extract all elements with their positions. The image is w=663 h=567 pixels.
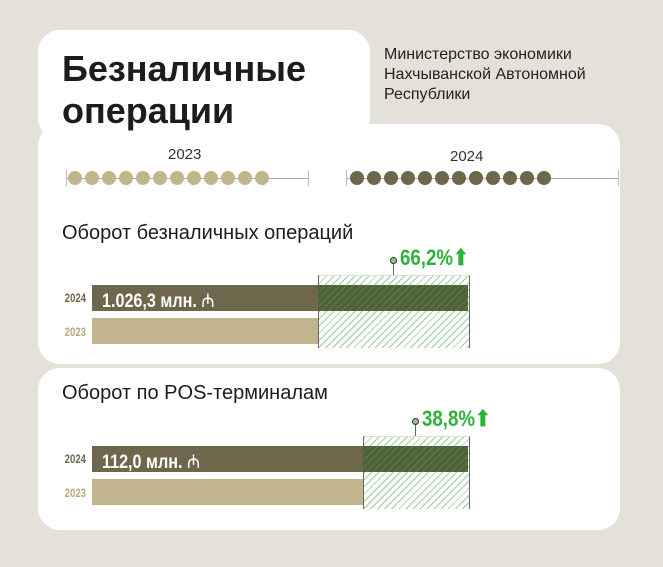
- bar-value-2024: 1.026,3 млн. ₼: [102, 287, 214, 313]
- value-label: 112,0 млн.: [102, 452, 183, 473]
- timeline-dot: [537, 171, 551, 185]
- timeline-tick: [618, 170, 619, 186]
- timeline-dot: [503, 171, 517, 185]
- growth-hatch-2024: [318, 285, 468, 311]
- timeline-dot: [350, 171, 364, 185]
- growth-hatch-2024: [362, 446, 468, 472]
- timeline-dot: [238, 171, 252, 185]
- timeline-dot: [435, 171, 449, 185]
- value-label: 1.026,3 млн.: [102, 291, 197, 312]
- growth-pin-line: [393, 263, 395, 275]
- ministry-line: Министерство экономики: [384, 46, 572, 63]
- growth-pin: [412, 418, 420, 425]
- timeline-dot: [418, 171, 432, 185]
- bar-value-2024: 112,0 млн. ₼: [102, 448, 200, 474]
- timeline-dot: [255, 171, 269, 185]
- timeline-dot: [204, 171, 218, 185]
- ministry-name: Министерство экономики Нахчыванской Авто…: [384, 45, 586, 105]
- page-title: Безналичные операции: [62, 48, 306, 132]
- year-label-2024: 2024: [64, 452, 86, 466]
- growth-percent: 66,2%⬆: [400, 245, 469, 271]
- growth-pin: [390, 257, 398, 264]
- chart-title: Оборот по POS-терминалам: [62, 382, 328, 404]
- timeline-dot: [469, 171, 483, 185]
- timeline-dot: [119, 171, 133, 185]
- timeline-dot: [367, 171, 381, 185]
- timeline-dot: [384, 171, 398, 185]
- timeline-dot: [102, 171, 116, 185]
- arrow-up-icon: ⬆: [453, 245, 469, 270]
- bar-2023: [92, 479, 363, 505]
- timeline-dot: [452, 171, 466, 185]
- growth-pin-line: [415, 424, 417, 436]
- timeline-dot: [85, 171, 99, 185]
- growth-value: 38,8%: [422, 406, 476, 431]
- timeline-dot: [136, 171, 150, 185]
- timeline-dot: [170, 171, 184, 185]
- timeline-dot: [520, 171, 534, 185]
- year-label-2023: 2023: [64, 486, 86, 500]
- year-label-2023: 2023: [168, 146, 202, 163]
- year-label-2024: 2024: [450, 148, 484, 165]
- arrow-up-icon: ⬆: [475, 406, 492, 431]
- growth-value: 66,2%: [400, 245, 454, 270]
- ministry-line: Нахчыванской Автономной: [384, 66, 586, 83]
- year-label-2024: 2024: [64, 291, 86, 305]
- timeline-dot: [221, 171, 235, 185]
- timeline-dot: [153, 171, 167, 185]
- manat-icon: ₼: [182, 452, 201, 473]
- growth-percent: 38,8%⬆: [422, 406, 491, 432]
- timeline-dot: [187, 171, 201, 185]
- timeline-dot: [401, 171, 415, 185]
- dots-2024: [350, 171, 551, 185]
- chart-title: Оборот безналичных операций: [62, 222, 354, 244]
- title-card: [38, 30, 370, 140]
- bar-2023: [92, 318, 319, 344]
- timeline-tick: [308, 170, 309, 186]
- manat-icon: ₼: [196, 291, 215, 312]
- title-line: операции: [62, 90, 235, 131]
- timeline-dot: [68, 171, 82, 185]
- dots-2023: [68, 171, 269, 185]
- title-line: Безналичные: [62, 48, 306, 89]
- ministry-line: Республики: [384, 86, 471, 103]
- year-label-2023: 2023: [64, 325, 86, 339]
- timeline-dot: [486, 171, 500, 185]
